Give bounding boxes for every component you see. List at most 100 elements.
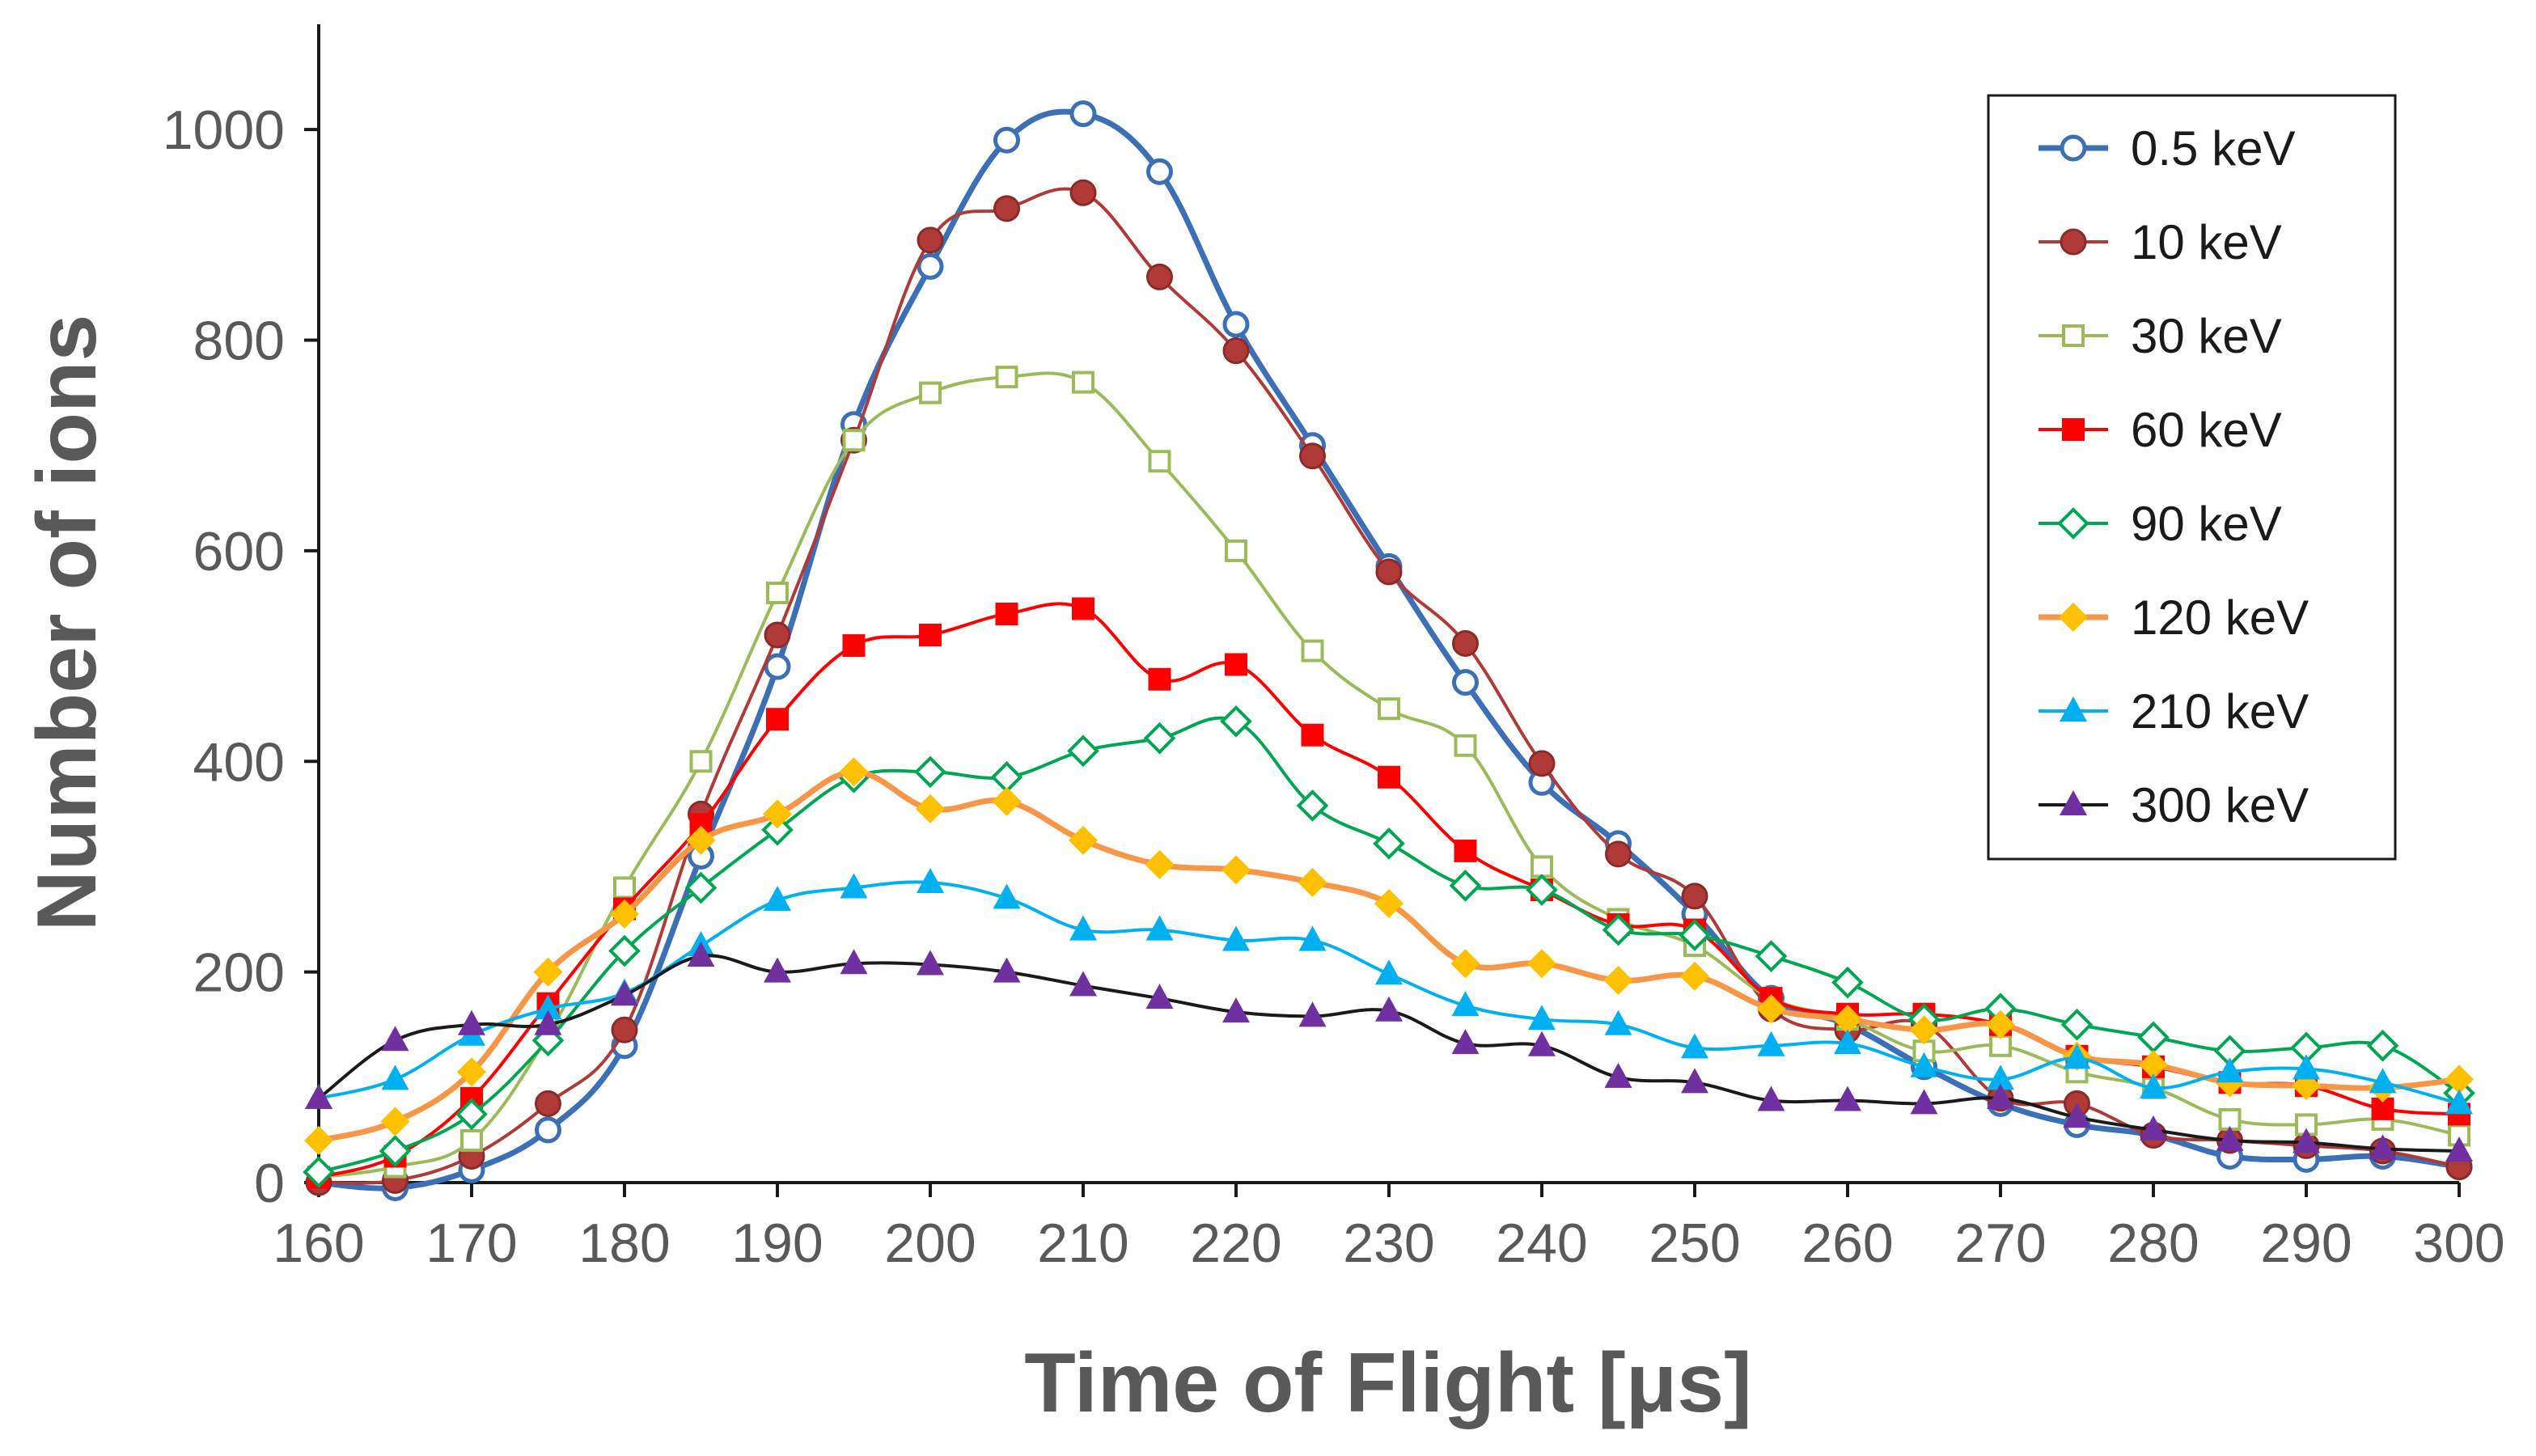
data-point <box>2216 1057 2244 1083</box>
data-point <box>1526 874 1558 906</box>
y-tick-label: 800 <box>193 311 285 372</box>
data-point <box>1449 870 1482 902</box>
data-point <box>917 226 944 254</box>
data-point <box>1067 734 1099 768</box>
series-layer <box>303 100 2475 1202</box>
data-point <box>1072 370 1094 394</box>
data-point <box>1375 558 1403 586</box>
legend-item: 90 keV <box>2039 497 2282 551</box>
data-point <box>460 1128 483 1152</box>
data-point <box>1451 991 1480 1017</box>
data-point <box>1375 996 1403 1022</box>
data-point <box>608 934 641 967</box>
data-point <box>1222 337 1250 365</box>
data-point <box>1220 705 1252 738</box>
data-point <box>2063 1103 2091 1128</box>
x-tick-label: 200 <box>884 1213 976 1274</box>
legend-swatch-marker <box>2060 228 2087 256</box>
data-point <box>917 867 944 893</box>
data-point <box>381 1026 409 1052</box>
series-300-kev <box>305 942 2473 1162</box>
data-point <box>1834 1086 1861 1111</box>
legend-swatch-marker <box>2057 507 2089 540</box>
data-point <box>1069 825 1098 855</box>
data-point <box>1225 539 1247 562</box>
data-point <box>610 899 639 929</box>
x-tick-label: 300 <box>2413 1213 2504 1274</box>
x-tick-label: 290 <box>2260 1213 2352 1274</box>
data-point <box>2218 1107 2242 1131</box>
data-point <box>1146 158 1173 185</box>
data-point <box>1604 1009 1632 1035</box>
legend-label: 210 keV <box>2131 684 2309 739</box>
data-point <box>1069 179 1097 206</box>
data-point <box>381 1064 409 1090</box>
legend-label: 60 keV <box>2131 403 2282 457</box>
data-point <box>305 1083 332 1109</box>
data-point <box>534 1009 562 1035</box>
data-point <box>1605 840 1632 868</box>
legend-label: 10 keV <box>2131 215 2282 269</box>
data-point <box>1986 1009 2015 1039</box>
data-point <box>1146 263 1173 290</box>
data-point <box>1602 913 1635 946</box>
data-point <box>1299 442 1326 470</box>
legend-label: 0.5 keV <box>2131 121 2295 176</box>
data-point <box>2063 1043 2091 1069</box>
data-point <box>1681 1033 1708 1059</box>
x-tick-label: 220 <box>1190 1213 1281 1274</box>
series-30-kev <box>307 366 2470 1189</box>
data-point <box>761 814 794 846</box>
data-point <box>992 786 1022 816</box>
data-point <box>2445 1089 2473 1115</box>
data-point <box>1757 1086 1785 1111</box>
data-point <box>1910 1089 1938 1115</box>
data-point <box>1148 667 1171 691</box>
data-point <box>763 799 792 829</box>
data-point <box>995 603 1018 626</box>
data-point <box>304 1125 333 1155</box>
legend-label: 90 keV <box>2131 497 2282 551</box>
x-tick-label: 230 <box>1343 1213 1434 1274</box>
legend-item: 60 keV <box>2039 403 2282 457</box>
data-point <box>2140 1115 2167 1141</box>
data-point <box>533 957 563 987</box>
legend-swatch-marker <box>2060 696 2087 722</box>
data-point <box>1148 450 1171 473</box>
data-point <box>766 581 789 604</box>
data-point <box>1603 966 1633 996</box>
data-point <box>1757 1031 1785 1056</box>
data-point <box>686 825 716 855</box>
x-tick-label: 250 <box>1649 1213 1740 1274</box>
data-point <box>611 980 638 1006</box>
data-point <box>455 1098 488 1131</box>
data-point <box>1679 919 1711 951</box>
data-point <box>1680 961 1709 991</box>
y-tick-label: 1000 <box>163 99 285 161</box>
data-point <box>2137 1021 2170 1054</box>
data-point <box>1755 940 1788 972</box>
data-point <box>1910 1052 1938 1077</box>
data-point <box>534 994 562 1020</box>
data-point <box>1221 855 1251 885</box>
legend-item: 120 keV <box>2039 590 2309 645</box>
data-point <box>1373 827 1405 860</box>
data-point <box>842 429 866 452</box>
data-point <box>914 756 946 789</box>
data-point <box>535 1090 561 1117</box>
data-point <box>689 750 713 773</box>
legend: 0.5 keV 10 keV 30 keV 60 keV 90 keV 120 keV 21… <box>1987 94 2397 861</box>
data-point <box>2369 1134 2397 1160</box>
data-point <box>764 957 791 983</box>
data-point <box>1225 653 1247 676</box>
data-point <box>2369 1068 2397 1094</box>
data-point <box>1454 839 1477 862</box>
legend-box <box>1987 94 2397 861</box>
data-point <box>1528 1031 1556 1056</box>
legend-swatch-marker <box>2059 603 2088 632</box>
data-point <box>2366 1029 2399 1062</box>
legend-swatch-marker <box>2062 418 2085 441</box>
data-point <box>1833 1005 1862 1035</box>
data-point <box>458 1009 485 1035</box>
x-tick-label: 180 <box>578 1213 670 1274</box>
